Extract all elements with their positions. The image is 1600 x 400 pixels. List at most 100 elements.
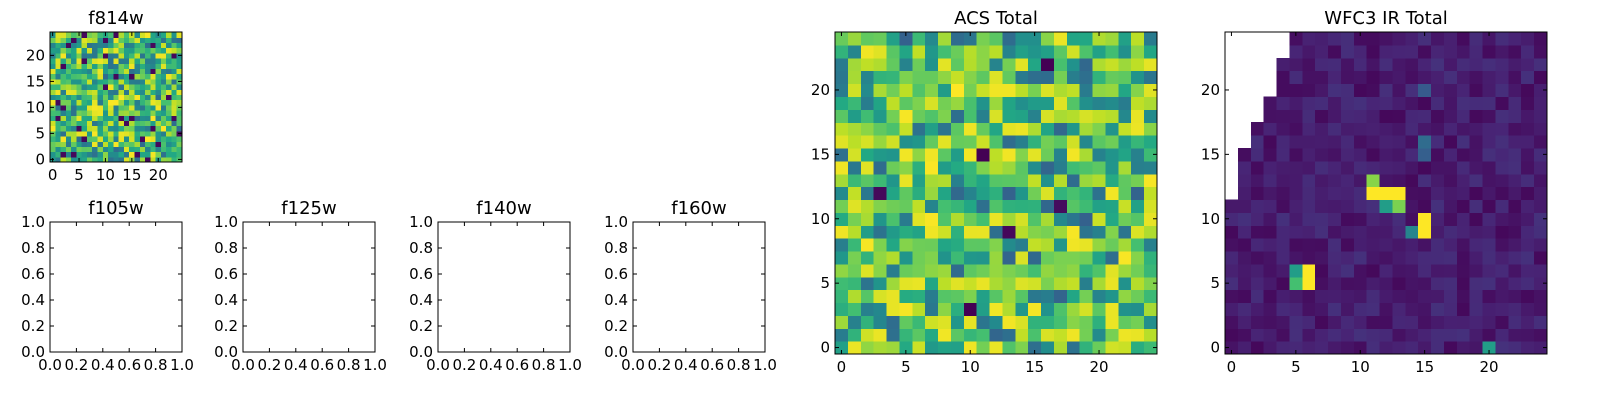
heatmap-cell [1405,83,1419,97]
heatmap-cell [1302,263,1316,278]
heatmap-cell [155,115,162,121]
heatmap-cell [1315,250,1329,265]
heatmap-cell [835,135,849,149]
heatmap-cell [860,315,875,329]
heatmap-cell [1066,44,1081,59]
heatmap-cell [912,225,926,239]
x-tick-label: 0.0 [426,356,450,374]
heatmap-cell [1066,328,1081,342]
heatmap-cell [1328,44,1342,59]
heatmap-cell [150,94,157,101]
heatmap-cell [50,37,56,43]
heatmap-cell [108,68,114,75]
x-tick-label: 0.8 [337,356,361,374]
heatmap-cell [1250,173,1265,188]
heatmap-cell [92,58,99,64]
heatmap-cell [102,120,109,127]
heatmap-cell [1028,147,1042,162]
heatmap-cell [1508,83,1522,97]
y-tick-label: 1.0 [21,213,45,231]
heatmap-cell [108,89,114,95]
heatmap-cell [150,37,157,43]
heatmap-cell [1482,173,1497,188]
heatmap-cell [1118,135,1132,149]
heatmap-cell [134,110,141,116]
heatmap-cell [1521,122,1535,136]
heatmap-cell [1041,315,1055,329]
y-tick-label: 5 [1210,274,1220,292]
heatmap-cell [86,156,93,163]
heatmap-cell [113,151,120,158]
heatmap-cell [166,94,173,101]
heatmap-cell [1041,96,1055,110]
heatmap-cell [71,125,77,132]
heatmap-cell [1131,57,1145,72]
heatmap-cell [1482,57,1497,72]
heatmap-cell [1066,83,1081,97]
heatmap-cell [139,42,146,49]
heatmap-cell [1456,276,1471,291]
heatmap-cell [76,136,83,142]
heatmap-cell [92,130,99,137]
heatmap-cell [1002,225,1016,239]
heatmap-cell [123,104,130,111]
heatmap-cell [145,47,151,54]
heatmap-cell [1418,302,1432,316]
heatmap-cell [86,42,93,49]
heatmap-cell [989,315,1004,329]
heatmap-cell [97,42,104,49]
heatmap-cell [65,120,72,127]
heatmap-cell [1405,57,1419,72]
heatmap-cell [1456,250,1471,265]
heatmap-cell [912,83,926,97]
heatmap-cell [1340,250,1355,265]
heatmap-cell [989,263,1004,278]
heatmap-cell [1366,173,1381,188]
heatmap-cell [1495,289,1509,304]
heatmap-cell [97,89,104,95]
heatmap-cell [92,63,99,69]
heatmap-cell [86,136,93,142]
heatmap-cell [899,302,913,316]
heatmap-cell [1379,276,1394,291]
heatmap-cell [50,136,56,142]
heatmap-cell [1131,173,1145,188]
heatmap-cell [102,42,109,49]
heatmap-cell [129,115,136,121]
heatmap-cell [1469,173,1484,188]
heatmap-cell [1105,289,1119,304]
heatmap-cell [1508,147,1522,162]
heatmap-cell [1144,250,1158,265]
heatmap-cell [835,122,849,136]
heatmap-cell [1066,341,1081,355]
heatmap-cell [1289,315,1303,329]
heatmap-cell [1521,289,1535,304]
heatmap-cell [847,289,862,304]
heatmap-cell [160,104,167,111]
y-tick-label: 0.6 [409,265,433,283]
heatmap-cell [950,109,965,123]
heatmap-cell [155,58,162,64]
heatmap-cell [145,136,151,142]
heatmap-cell [1328,315,1342,329]
heatmap-cell [1340,96,1355,110]
heatmap-cell [1495,341,1509,355]
heatmap-cell [950,135,965,149]
heatmap-cell [1066,122,1081,136]
x-tick-label: 0.2 [452,356,476,374]
x-tick-label: 0.4 [674,356,698,374]
heatmap-cell [1418,135,1432,149]
heatmap-cell [976,341,991,355]
y-tick-label: 0.8 [214,239,238,257]
x-tick-label: 10 [96,166,115,184]
heatmap-cell [1079,263,1094,278]
heatmap-cell [1276,135,1290,149]
heatmap-cell [1118,328,1132,342]
heatmap-cell [938,186,952,201]
heatmap-cell [860,186,875,201]
heatmap-cell [139,52,146,59]
heatmap-cell [71,37,77,43]
heatmap-cell [81,32,88,38]
heatmap-cell [65,58,72,64]
heatmap-cell [134,68,141,75]
